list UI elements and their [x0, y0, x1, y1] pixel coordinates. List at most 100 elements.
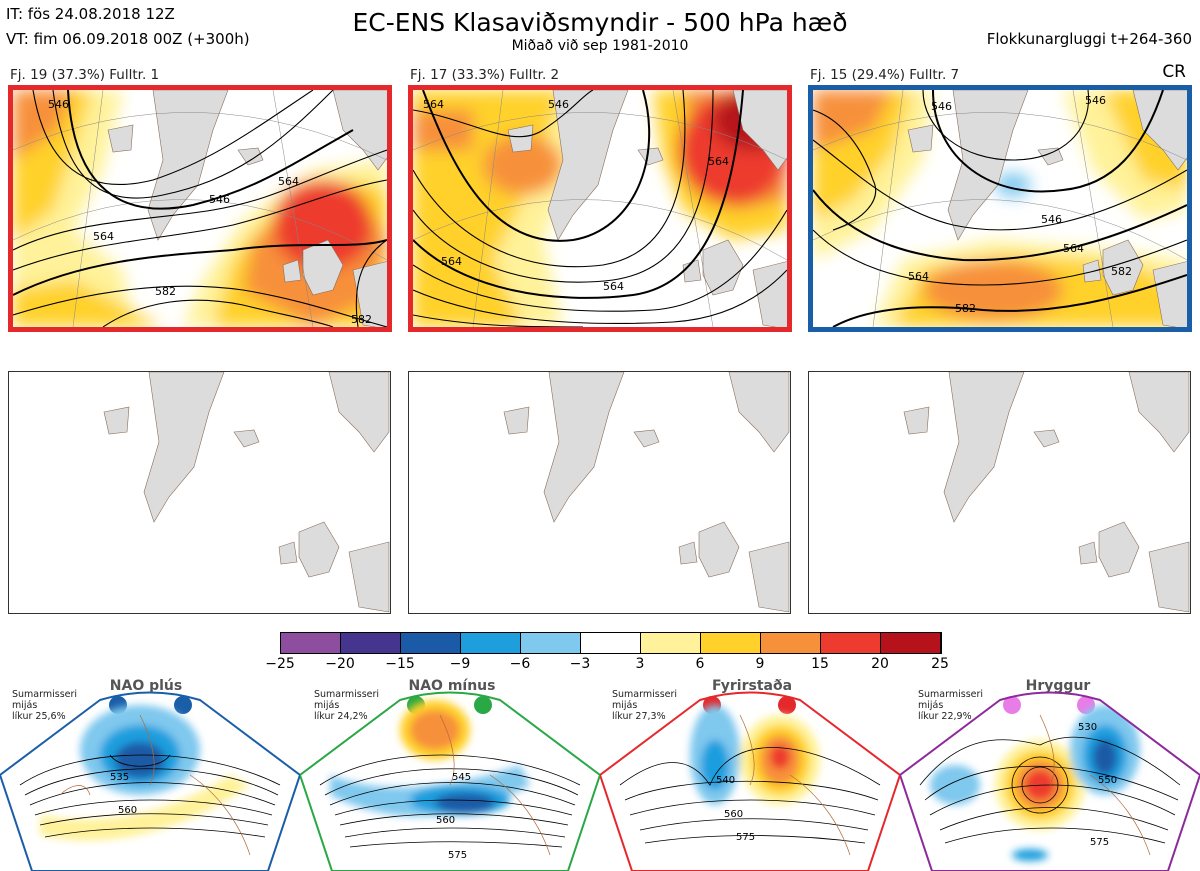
regime-contour-label: 540	[716, 775, 735, 786]
regime-meta-line: Sumarmisseri	[918, 689, 984, 700]
cluster-2-contour-label: 564	[708, 155, 729, 168]
regime-dot	[474, 696, 492, 714]
cluster-3-contour-label: 546	[1085, 94, 1106, 107]
initial-time: IT: fös 24.08.2018 12Z	[6, 5, 175, 23]
cluster-2-label: Fj. 17 (33.3%) Fulltr. 2	[410, 67, 560, 83]
page-subtitle: Miðað við sep 1981-2010	[511, 38, 689, 54]
regime-contour-label: 560	[118, 805, 137, 816]
colorbar-segment	[401, 633, 461, 653]
regime-blocking: Fyrirstaða Sumarmisseri mijás líkur 27,3…	[600, 675, 900, 871]
regime-meta-line: Sumarmisseri	[12, 689, 78, 700]
regime-dot	[778, 696, 796, 714]
colorbar-tick: −20	[325, 656, 355, 672]
colorbar	[280, 632, 942, 654]
regime-outline	[600, 691, 900, 871]
regime-dot	[1003, 696, 1021, 714]
regime-meta: Sumarmisseri mijás líkur 27,3%	[612, 689, 677, 722]
regime-contour-label: 575	[736, 832, 755, 843]
cluster-1-contour-label: 582	[155, 285, 176, 298]
regime-meta-line: mijás	[918, 700, 944, 711]
regime-contour-label: 545	[452, 772, 471, 783]
regime-meta-line: Sumarmisseri	[314, 689, 380, 700]
colorbar-segment	[641, 633, 701, 653]
cluster-1-contour-label: 564	[93, 230, 114, 243]
cluster-2-contour-label: 564	[441, 255, 462, 268]
regime-outline	[0, 691, 300, 871]
cluster-1-contour-label: 564	[278, 175, 299, 188]
cluster-2-map: 564 546 564 564 564	[408, 85, 792, 332]
colorbar-tick: −9	[449, 656, 471, 672]
colorbar-ticks: −25 −20 −15 −9 −6 −3 3 6 9 15 20 25	[260, 656, 960, 674]
colorbar-segment	[281, 633, 341, 653]
regime-outline	[300, 691, 600, 871]
cluster-1-contour-label: 546	[48, 98, 69, 111]
colorbar-tick: −15	[385, 656, 415, 672]
colorbar-segment	[461, 633, 521, 653]
cluster-2-contour-label: 546	[548, 98, 569, 111]
colorbar-segment	[761, 633, 821, 653]
regime-contour-label: 560	[724, 809, 743, 820]
colorbar-segment	[701, 633, 761, 653]
colorbar-segment	[341, 633, 401, 653]
page-title: EC-ENS Klasaviðsmyndir - 500 hPa hæð	[352, 8, 848, 37]
regime-meta-line: líkur 25,6%	[12, 711, 66, 722]
cluster-1-map: 546 564 582 564 582 546	[8, 85, 392, 332]
regime-contour-label: 535	[110, 772, 129, 783]
cluster-1-contour-label: 582	[351, 313, 372, 326]
cluster-3-label: Fj. 15 (29.4%) Fulltr. 7	[810, 67, 960, 83]
cluster-2-contour-label: 564	[603, 280, 624, 293]
regime-title: NAO mínus	[408, 678, 496, 694]
regime-meta-line: líkur 22,9%	[918, 711, 972, 722]
colorbar-tick: 20	[871, 656, 889, 672]
regime-meta: Sumarmisseri mijás líkur 22,9%	[918, 689, 983, 722]
colorbar-segment	[521, 633, 581, 653]
classification-window: Flokkunargluggi t+264-360	[986, 30, 1192, 48]
regime-contour-label: 575	[448, 850, 467, 861]
regime-nao-plus: NAO plús Sumarmisseri mijás líkur 25,6%	[0, 675, 300, 871]
regime-contour-label: 560	[436, 815, 455, 826]
colorbar-tick: 3	[635, 656, 645, 672]
cluster-1-label: Fj. 19 (37.3%) Fulltr. 1	[10, 67, 160, 83]
colorbar-segment	[581, 633, 641, 653]
cluster-3-contour-label: 546	[1041, 213, 1062, 226]
cluster-3-contour-label: 546	[931, 100, 952, 113]
regime-contour-label: 530	[1078, 722, 1097, 733]
colorbar-tick: 6	[695, 656, 705, 672]
cluster-3-contour-label: 582	[955, 302, 976, 315]
blank-map-3	[808, 371, 1191, 614]
regime-meta-line: mijás	[612, 700, 638, 711]
regime-meta-line: Sumarmisseri	[612, 689, 678, 700]
colorbar-segment	[821, 633, 881, 653]
regime-meta-line: mijás	[12, 700, 38, 711]
regime-title: Hryggur	[1025, 678, 1091, 694]
regime-meta-line: líkur 24,2%	[314, 711, 368, 722]
cr-label: CR	[1162, 62, 1186, 82]
cluster-3-map: 546 546 564 564 582 582 546	[808, 85, 1192, 332]
regime-contour-label: 575	[1090, 837, 1109, 848]
colorbar-segment	[881, 633, 941, 653]
regime-outline	[900, 691, 1200, 871]
colorbar-tick: −6	[509, 656, 531, 672]
valid-time: VT: fim 06.09.2018 00Z (+300h)	[6, 30, 250, 48]
regime-meta-line: mijás	[314, 700, 340, 711]
cluster-1-contour-label: 546	[209, 193, 230, 206]
regime-dot	[174, 696, 192, 714]
cluster-3-contour-label: 564	[908, 270, 929, 283]
regime-meta: Sumarmisseri mijás líkur 25,6%	[12, 689, 77, 722]
regime-meta-line: líkur 27,3%	[612, 711, 666, 722]
cluster-2-contour-label: 564	[423, 98, 444, 111]
cluster-3-contour-label: 582	[1111, 265, 1132, 278]
blank-map-1	[8, 371, 391, 614]
colorbar-tick: −3	[569, 656, 591, 672]
regime-title: Fyrirstaða	[711, 678, 793, 694]
colorbar-tick: 15	[811, 656, 829, 672]
blank-map-2	[408, 371, 791, 614]
regime-ridge: Hryggur Sumarmisseri mijás líkur 22,9%	[900, 675, 1200, 871]
regime-title: NAO plús	[109, 678, 183, 694]
cluster-3-contour-label: 564	[1063, 242, 1084, 255]
colorbar-tick: −25	[265, 656, 295, 672]
colorbar-tick: 9	[755, 656, 765, 672]
colorbar-tick: 25	[931, 656, 949, 672]
regime-contour-label: 550	[1098, 775, 1117, 786]
regime-meta: Sumarmisseri mijás líkur 24,2%	[314, 689, 379, 722]
